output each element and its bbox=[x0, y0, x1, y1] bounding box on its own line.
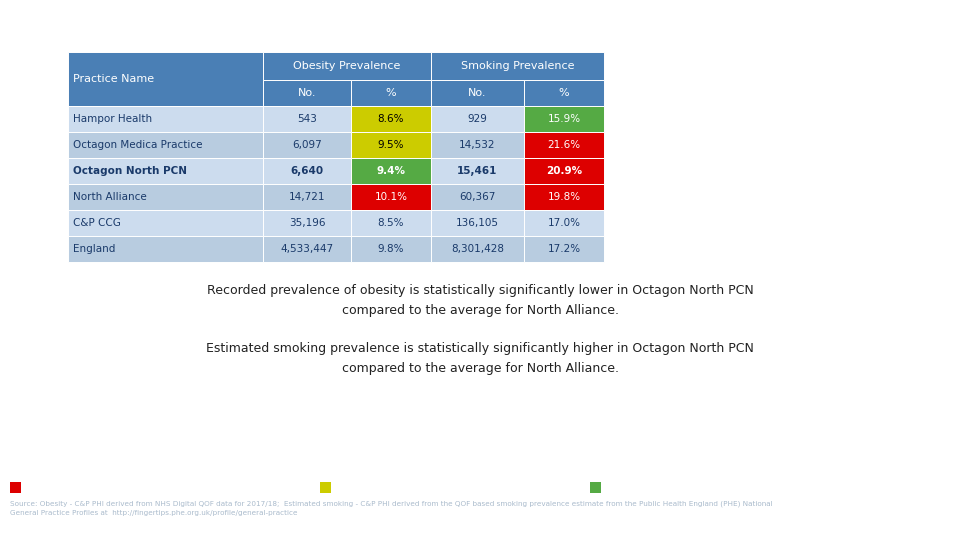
Text: 9.5%: 9.5% bbox=[377, 140, 404, 150]
Bar bbox=[68, 236, 263, 262]
Bar bbox=[68, 132, 263, 158]
Text: %: % bbox=[559, 88, 569, 98]
Bar bbox=[590, 482, 601, 493]
Text: Octagon Medica Practice: Octagon Medica Practice bbox=[73, 140, 203, 150]
Text: 17.2%: 17.2% bbox=[547, 244, 581, 254]
Text: 15.9%: 15.9% bbox=[547, 114, 581, 124]
Text: Hampor Health: Hampor Health bbox=[73, 114, 152, 124]
Text: 136,105: 136,105 bbox=[456, 218, 499, 228]
Bar bbox=[263, 80, 351, 106]
Bar bbox=[351, 184, 431, 210]
Text: England: England bbox=[73, 244, 115, 254]
Text: 15,461: 15,461 bbox=[457, 166, 497, 176]
Bar bbox=[524, 210, 604, 236]
Bar bbox=[263, 132, 351, 158]
Bar bbox=[351, 80, 431, 106]
Text: 4,533,447: 4,533,447 bbox=[280, 244, 333, 254]
Bar bbox=[524, 158, 604, 184]
Bar bbox=[10, 482, 21, 493]
Text: Recorded prevalence of obesity is statistically significantly lower in Octagon N: Recorded prevalence of obesity is statis… bbox=[206, 284, 754, 317]
Bar bbox=[431, 52, 604, 80]
Text: 14,721: 14,721 bbox=[289, 192, 325, 202]
Bar bbox=[431, 236, 524, 262]
Bar bbox=[351, 210, 431, 236]
Text: Smoking Prevalence: Smoking Prevalence bbox=[461, 61, 574, 71]
Bar bbox=[351, 106, 431, 132]
Bar bbox=[263, 158, 351, 184]
Text: Octagon North PCN: Octagon North PCN bbox=[73, 166, 187, 176]
Bar bbox=[431, 80, 524, 106]
Bar bbox=[431, 184, 524, 210]
Bar bbox=[263, 52, 431, 80]
Text: Practice Name: Practice Name bbox=[73, 74, 155, 84]
Text: No.: No. bbox=[298, 88, 316, 98]
Bar bbox=[351, 158, 431, 184]
Bar bbox=[263, 236, 351, 262]
Text: General Practice Profiles at  http://fingertips.phe.org.uk/profile/general-pract: General Practice Profiles at http://fing… bbox=[10, 510, 298, 516]
Bar bbox=[263, 106, 351, 132]
Text: 17.0%: 17.0% bbox=[547, 218, 581, 228]
Text: 8,301,428: 8,301,428 bbox=[451, 244, 504, 254]
Bar bbox=[524, 132, 604, 158]
Text: North Alliance: North Alliance bbox=[73, 192, 147, 202]
Text: 543: 543 bbox=[297, 114, 317, 124]
Bar bbox=[351, 236, 431, 262]
Bar bbox=[320, 482, 331, 493]
Text: 9.4%: 9.4% bbox=[376, 166, 405, 176]
Text: 35,196: 35,196 bbox=[289, 218, 325, 228]
Bar bbox=[263, 210, 351, 236]
Text: 6,640: 6,640 bbox=[291, 166, 324, 176]
Text: 6,097: 6,097 bbox=[292, 140, 322, 150]
Text: Obesity Prevalence: Obesity Prevalence bbox=[294, 61, 400, 71]
Text: C&P CCG: C&P CCG bbox=[73, 218, 121, 228]
Text: 8.6%: 8.6% bbox=[377, 114, 404, 124]
Text: statistically similar to next level in hierarchy: statistically similar to next level in h… bbox=[334, 483, 513, 492]
Bar bbox=[68, 106, 263, 132]
Text: statistically significantly lower than next level in hierarchy: statistically significantly lower than n… bbox=[604, 483, 838, 492]
Bar bbox=[68, 184, 263, 210]
Bar bbox=[68, 158, 263, 184]
Bar bbox=[351, 132, 431, 158]
Bar bbox=[524, 80, 604, 106]
Bar bbox=[524, 106, 604, 132]
Text: 9.8%: 9.8% bbox=[377, 244, 404, 254]
Bar bbox=[431, 106, 524, 132]
Bar bbox=[524, 184, 604, 210]
Text: 8.5%: 8.5% bbox=[377, 218, 404, 228]
Bar bbox=[68, 210, 263, 236]
Text: No.: No. bbox=[468, 88, 487, 98]
Text: 929: 929 bbox=[468, 114, 488, 124]
Bar bbox=[431, 158, 524, 184]
Text: 60,367: 60,367 bbox=[459, 192, 495, 202]
Text: 20.9%: 20.9% bbox=[546, 166, 582, 176]
Text: 10.1%: 10.1% bbox=[374, 192, 407, 202]
Bar bbox=[431, 132, 524, 158]
Text: 14,532: 14,532 bbox=[459, 140, 495, 150]
Text: 19.8%: 19.8% bbox=[547, 192, 581, 202]
Bar bbox=[263, 184, 351, 210]
Text: %: % bbox=[386, 88, 396, 98]
Bar bbox=[431, 210, 524, 236]
Bar bbox=[524, 236, 604, 262]
Bar bbox=[68, 52, 263, 106]
Text: 21.6%: 21.6% bbox=[547, 140, 581, 150]
Text: Source: Obesity - C&P PHI derived from NHS Digital QOF data for 2017/18;  Estima: Source: Obesity - C&P PHI derived from N… bbox=[10, 500, 773, 507]
Text: Risk factors: Risk factors bbox=[10, 13, 120, 31]
Text: Estimated smoking prevalence is statistically significantly higher in Octagon No: Estimated smoking prevalence is statisti… bbox=[206, 342, 754, 375]
Text: statistically significantly higher than next level in hierarchy: statistically significantly higher than … bbox=[24, 483, 262, 492]
